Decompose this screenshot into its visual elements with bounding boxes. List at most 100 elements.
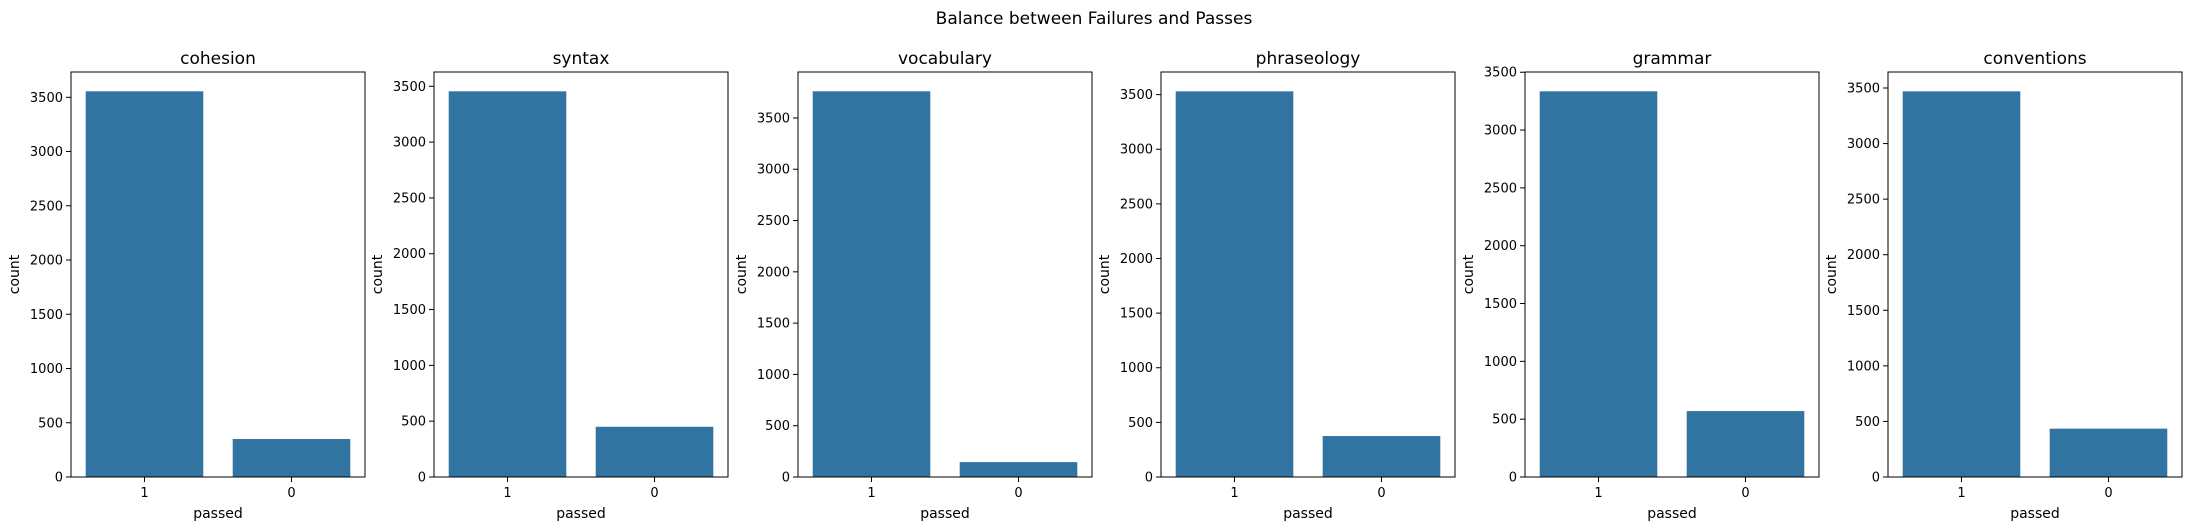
y-tick-label: 3000 bbox=[30, 145, 63, 160]
y-tick-label: 1000 bbox=[1120, 361, 1153, 376]
y-tick-label: 3500 bbox=[757, 111, 790, 126]
axes-frame bbox=[797, 71, 1093, 478]
y-tick-label: 3000 bbox=[1120, 143, 1153, 158]
y-tick-label: 500 bbox=[401, 415, 426, 430]
y-tick-label: 1000 bbox=[1484, 355, 1517, 370]
y-tick-label: 500 bbox=[765, 419, 790, 434]
y-tick-label: 2000 bbox=[1484, 239, 1517, 254]
x-tick-label: 1 bbox=[1594, 486, 1602, 501]
x-tick-label: 0 bbox=[1377, 486, 1385, 501]
y-tick-label: 500 bbox=[1492, 413, 1517, 428]
bar-syntax-0 bbox=[595, 426, 714, 477]
y-tick-label: 2000 bbox=[30, 254, 63, 269]
y-axis-label: count bbox=[7, 254, 23, 294]
panel-title: vocabulary bbox=[898, 49, 992, 69]
x-axis-label: passed bbox=[2010, 506, 2060, 522]
y-tick-label: 0 bbox=[1145, 471, 1153, 486]
chart-panel-grammar: 0 500 1000 1500 2000 2500 3000 3500 1 0 grammar pas… bbox=[1461, 49, 1820, 522]
x-axis-label: passed bbox=[193, 506, 243, 522]
x-axis-label: passed bbox=[1283, 506, 1333, 522]
bar-vocabulary-0 bbox=[959, 462, 1078, 477]
y-tick-label: 500 bbox=[1128, 416, 1153, 431]
panel-title: phraseology bbox=[1256, 49, 1361, 69]
x-tick-label: 1 bbox=[140, 486, 148, 501]
figure-title: Balance between Failures and Passes bbox=[936, 9, 1253, 29]
y-tick-label: 2500 bbox=[30, 199, 63, 214]
y-tick-label: 1500 bbox=[1847, 304, 1880, 319]
x-axis-label: passed bbox=[1647, 506, 1697, 522]
y-tick-label: 3500 bbox=[1847, 82, 1880, 97]
panel-title: grammar bbox=[1633, 49, 1712, 69]
y-axis-label: count bbox=[1461, 254, 1477, 294]
y-tick-label: 3000 bbox=[757, 163, 790, 178]
y-tick-label: 2000 bbox=[1847, 248, 1880, 263]
chart-panel-conventions: 0 500 1000 1500 2000 2500 3000 3500 1 0 convention… bbox=[1824, 49, 2183, 522]
bar-conventions-1 bbox=[1902, 91, 2021, 478]
axes-frame bbox=[1160, 71, 1456, 478]
x-tick-label: 1 bbox=[503, 486, 511, 501]
y-tick-label: 3500 bbox=[1120, 88, 1153, 103]
y-tick-label: 2500 bbox=[1847, 193, 1880, 208]
y-tick-label: 0 bbox=[782, 471, 790, 486]
y-tick-label: 0 bbox=[1872, 471, 1880, 486]
chart-panel-phraseology: 0 500 1000 1500 2000 2500 3000 3500 1 0 phraseolog… bbox=[1097, 49, 1456, 522]
y-tick-label: 500 bbox=[1855, 415, 1880, 430]
x-axis-label: passed bbox=[920, 506, 970, 522]
bar-conventions-0 bbox=[2049, 428, 2168, 477]
y-tick-label: 3000 bbox=[1847, 137, 1880, 152]
x-tick-label: 0 bbox=[287, 486, 295, 501]
y-tick-label: 3000 bbox=[393, 136, 426, 151]
y-tick-label: 3000 bbox=[1484, 124, 1517, 139]
chart-panel-vocabulary: 0 500 1000 1500 2000 2500 3000 3500 1 0 vocabulary… bbox=[734, 49, 1093, 522]
y-tick-label: 0 bbox=[55, 471, 63, 486]
y-tick-label: 0 bbox=[1509, 471, 1517, 486]
y-axis-label: count bbox=[1824, 254, 1840, 294]
bar-grammar-0 bbox=[1686, 411, 1805, 477]
y-tick-label: 3500 bbox=[30, 91, 63, 106]
y-tick-label: 2000 bbox=[393, 247, 426, 262]
x-tick-label: 1 bbox=[1957, 486, 1965, 501]
y-tick-label: 2000 bbox=[757, 265, 790, 280]
chart-panel-cohesion: 0 500 1000 1500 2000 2500 3000 3500 1 0 cohesion pa… bbox=[7, 49, 366, 522]
y-tick-label: 2500 bbox=[1120, 197, 1153, 212]
x-tick-label: 1 bbox=[867, 486, 875, 501]
bar-vocabulary-1 bbox=[812, 91, 931, 478]
x-axis-label: passed bbox=[556, 506, 606, 522]
y-tick-label: 1500 bbox=[1120, 307, 1153, 322]
y-tick-label: 2500 bbox=[1484, 181, 1517, 196]
y-tick-label: 2500 bbox=[757, 214, 790, 229]
x-tick-label: 0 bbox=[2104, 486, 2112, 501]
y-tick-label: 3500 bbox=[393, 80, 426, 95]
y-tick-label: 1000 bbox=[757, 368, 790, 383]
bar-cohesion-0 bbox=[232, 439, 351, 477]
y-tick-label: 1500 bbox=[757, 317, 790, 332]
y-axis-label: count bbox=[734, 254, 750, 294]
y-tick-label: 2500 bbox=[393, 191, 426, 206]
panel-title: conventions bbox=[1983, 49, 2086, 69]
axes-frame bbox=[70, 71, 366, 478]
bar-phraseology-1 bbox=[1175, 91, 1294, 477]
bar-syntax-1 bbox=[448, 91, 567, 478]
panel-title: syntax bbox=[553, 49, 610, 69]
panel-title: cohesion bbox=[180, 49, 256, 69]
y-tick-label: 1500 bbox=[393, 303, 426, 318]
axes-frame bbox=[1524, 71, 1820, 478]
y-axis-label: count bbox=[370, 254, 386, 294]
y-tick-label: 500 bbox=[38, 416, 63, 431]
y-tick-label: 1500 bbox=[1484, 297, 1517, 312]
y-tick-label: 2000 bbox=[1120, 252, 1153, 267]
y-tick-label: 1000 bbox=[393, 359, 426, 374]
bar-cohesion-1 bbox=[85, 91, 204, 477]
chart-panel-syntax: 0 500 1000 1500 2000 2500 3000 3500 1 0 syntax pass… bbox=[370, 49, 729, 522]
x-tick-label: 0 bbox=[1014, 486, 1022, 501]
bar-grammar-1 bbox=[1539, 91, 1658, 478]
y-tick-label: 0 bbox=[418, 471, 426, 486]
x-tick-label: 0 bbox=[650, 486, 658, 501]
y-axis-label: count bbox=[1097, 254, 1113, 294]
axes-frame bbox=[1887, 71, 2183, 478]
bar-phraseology-0 bbox=[1322, 436, 1441, 477]
y-tick-label: 1500 bbox=[30, 308, 63, 323]
x-tick-label: 0 bbox=[1741, 486, 1749, 501]
